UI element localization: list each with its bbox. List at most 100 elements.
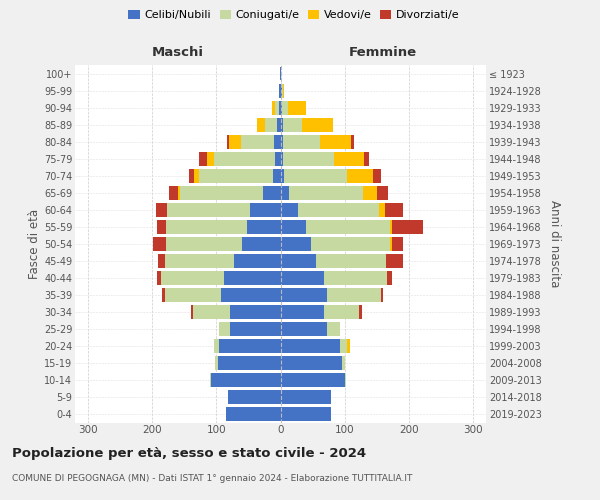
Y-axis label: Anni di nascita: Anni di nascita [548,200,561,288]
Bar [234,254,281,268]
Bar [281,186,289,200]
Bar [279,84,281,98]
Bar [281,134,283,148]
Text: Popolazione per età, sesso e stato civile - 2024: Popolazione per età, sesso e stato civil… [12,448,366,460]
Bar [275,152,281,166]
Bar [320,134,351,148]
Bar [218,356,281,370]
Bar [215,356,218,370]
Bar [298,202,379,216]
Bar [324,305,359,319]
Bar [229,134,241,148]
Bar [283,134,320,148]
Bar [379,202,385,216]
Bar [281,152,283,166]
Bar [283,84,284,98]
Bar [281,100,283,114]
Bar [199,168,273,182]
Bar [257,118,265,132]
Bar [281,356,342,370]
Bar [281,168,284,182]
Bar [281,254,316,268]
Bar [214,339,220,353]
Bar [287,100,305,114]
Bar [166,220,247,234]
Bar [389,237,392,250]
Bar [282,84,283,98]
Bar [277,118,281,132]
Bar [165,288,221,302]
Bar [263,186,281,200]
Bar [265,118,277,132]
Bar [278,100,281,114]
Bar [306,220,389,234]
Bar [178,186,181,200]
Bar [221,288,281,302]
Bar [188,168,194,182]
Bar [219,322,230,336]
Bar [226,407,281,421]
Bar [241,134,274,148]
Bar [380,288,383,302]
Bar [373,168,380,182]
Bar [283,118,302,132]
Bar [342,356,345,370]
Bar [181,186,263,200]
Bar [154,237,166,250]
Bar [377,186,388,200]
Bar [334,152,364,166]
Bar [163,288,165,302]
Bar [283,100,287,114]
Bar [347,168,373,182]
Bar [302,118,333,132]
Bar [281,118,283,132]
Bar [281,339,340,353]
Bar [220,339,281,353]
Bar [281,288,327,302]
Bar [227,134,229,148]
Bar [347,339,350,353]
Bar [224,271,281,285]
Bar [389,220,392,234]
Text: Maschi: Maschi [152,46,204,59]
Bar [327,322,340,336]
Bar [161,271,224,285]
Bar [281,220,306,234]
Bar [165,254,234,268]
Bar [281,271,324,285]
Bar [273,168,281,182]
Bar [281,202,298,216]
Bar [274,134,281,148]
Bar [340,339,347,353]
Bar [364,186,377,200]
Bar [193,305,230,319]
Bar [242,237,281,250]
Text: Femmine: Femmine [349,46,418,59]
Bar [281,373,345,387]
Bar [284,168,347,182]
Bar [199,152,206,166]
Bar [167,202,250,216]
Legend: Celibi/Nubili, Coniugati/e, Vedovi/e, Divorziati/e: Celibi/Nubili, Coniugati/e, Vedovi/e, Di… [124,6,464,25]
Bar [316,254,386,268]
Bar [281,305,324,319]
Bar [275,100,278,114]
Bar [230,305,281,319]
Bar [283,152,334,166]
Bar [392,220,423,234]
Y-axis label: Fasce di età: Fasce di età [28,208,41,279]
Bar [206,152,214,166]
Bar [311,237,389,250]
Bar [230,322,281,336]
Bar [166,237,242,250]
Bar [324,271,387,285]
Bar [289,186,364,200]
Bar [278,84,279,98]
Bar [327,288,380,302]
Bar [281,237,311,250]
Bar [210,373,211,387]
Bar [247,220,281,234]
Bar [280,66,281,80]
Bar [211,373,281,387]
Bar [385,202,403,216]
